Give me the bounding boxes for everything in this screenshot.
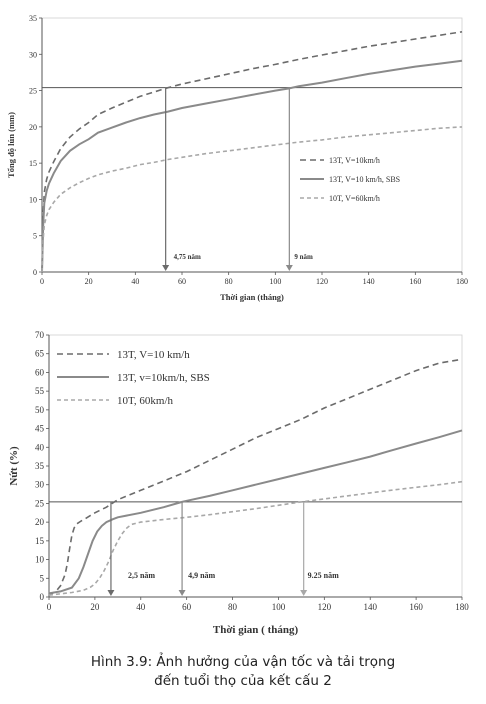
- series-line-1: [48, 358, 463, 596]
- y-tick-label: 20: [35, 517, 45, 527]
- y-tick-label: 0: [33, 268, 37, 277]
- x-tick-label: 180: [455, 602, 469, 612]
- y-axis-label: Nứt (%): [8, 446, 20, 486]
- x-tick-label: 160: [409, 277, 421, 286]
- y-tick-label: 30: [35, 480, 45, 490]
- y-tick-label: 35: [35, 461, 45, 471]
- y-tick-label: 10: [35, 555, 45, 565]
- x-tick-label: 140: [363, 602, 377, 612]
- figure-caption-line-1: Hình 3.9: Ảnh hưởng của vận tốc và tải t…: [90, 654, 396, 670]
- annotation-arrowhead: [300, 590, 308, 596]
- y-tick-label: 25: [29, 87, 37, 96]
- legend-label: 13T, v=10km/h, SBS: [117, 372, 210, 384]
- y-tick-label: 5: [40, 573, 45, 583]
- x-tick-label: 120: [316, 277, 328, 286]
- series-line-2: [48, 429, 463, 595]
- legend-label: 13T, V=10 km/h: [117, 349, 190, 361]
- y-tick-label: 65: [35, 349, 45, 359]
- annotation-arrowhead: [178, 590, 186, 596]
- y-tick-label: 60: [35, 367, 45, 377]
- series-line-3: [48, 480, 463, 596]
- x-tick-label: 40: [136, 602, 146, 612]
- annotation-label: 2,5 năm: [128, 571, 155, 580]
- x-tick-label: 20: [85, 277, 93, 286]
- y-tick-label: 55: [35, 386, 45, 396]
- y-tick-label: 5: [33, 232, 37, 241]
- legend-label: 10T, V=60km/h: [329, 194, 380, 203]
- legend-label: 13T, V=10km/h: [329, 156, 380, 165]
- x-tick-label: 60: [182, 602, 192, 612]
- y-tick-label: 50: [35, 405, 45, 415]
- x-tick-label: 80: [228, 602, 238, 612]
- y-tick-label: 45: [35, 424, 45, 434]
- y-tick-label: 15: [35, 536, 45, 546]
- x-tick-label: 60: [178, 277, 186, 286]
- y-tick-label: 20: [29, 123, 37, 132]
- x-tick-label: 100: [269, 277, 281, 286]
- x-tick-label: 120: [318, 602, 332, 612]
- chart-2: 0 5 10 15 20 25 30 35 40 45 50 55 60 65 70 0 20 40 60 80 100…: [8, 330, 469, 636]
- x-tick-label: 40: [131, 277, 139, 286]
- annotation-label: 4,9 năm: [188, 571, 215, 580]
- x-tick-label: 0: [40, 277, 44, 286]
- annotation-arrowhead: [285, 265, 293, 271]
- series-line-1: [41, 31, 463, 273]
- y-tick-label: 25: [35, 498, 45, 508]
- x-tick-label: 0: [47, 602, 52, 612]
- x-tick-label: 20: [90, 602, 100, 612]
- annotation-label: 9.25 năm: [308, 571, 339, 580]
- x-tick-label: 80: [225, 277, 233, 286]
- y-tick-label: 30: [29, 50, 37, 59]
- x-tick-label: 160: [409, 602, 423, 612]
- annotation-label: 9 năm: [294, 253, 313, 261]
- series-line-2: [41, 59, 463, 273]
- series-line-3: [41, 126, 463, 273]
- annotation-label: 4,75 năm: [174, 253, 201, 261]
- legend-label: 13T, V=10 km/h, SBS: [329, 175, 400, 184]
- y-tick-label: 10: [29, 195, 37, 204]
- x-tick-label: 180: [456, 277, 468, 286]
- x-tick-label: 140: [363, 277, 375, 286]
- y-tick-label: 15: [29, 159, 37, 168]
- y-tick-label: 40: [35, 442, 45, 452]
- x-axis-label: Thời gian (tháng): [220, 292, 284, 302]
- y-axis-label: Tổng độ lún (mm): [6, 112, 16, 178]
- x-tick-label: 100: [272, 602, 286, 612]
- y-tick-label: 35: [29, 14, 37, 23]
- figure-caption-line-2: đến tuổi thọ của kết cấu 2: [154, 673, 332, 689]
- x-axis-label: Thời gian ( tháng): [213, 624, 299, 636]
- y-tick-label: 0: [40, 592, 45, 602]
- plot-frame: [41, 17, 463, 273]
- legend-label: 10T, 60km/h: [117, 395, 174, 407]
- annotation-arrowhead: [162, 265, 170, 271]
- y-tick-label: 70: [35, 330, 45, 340]
- annotation-arrowhead: [107, 590, 115, 596]
- chart-1: 0 5 10 15 20 25 30 35 0 20 40 60 80 100 120 140 160 180 Th…: [6, 14, 468, 302]
